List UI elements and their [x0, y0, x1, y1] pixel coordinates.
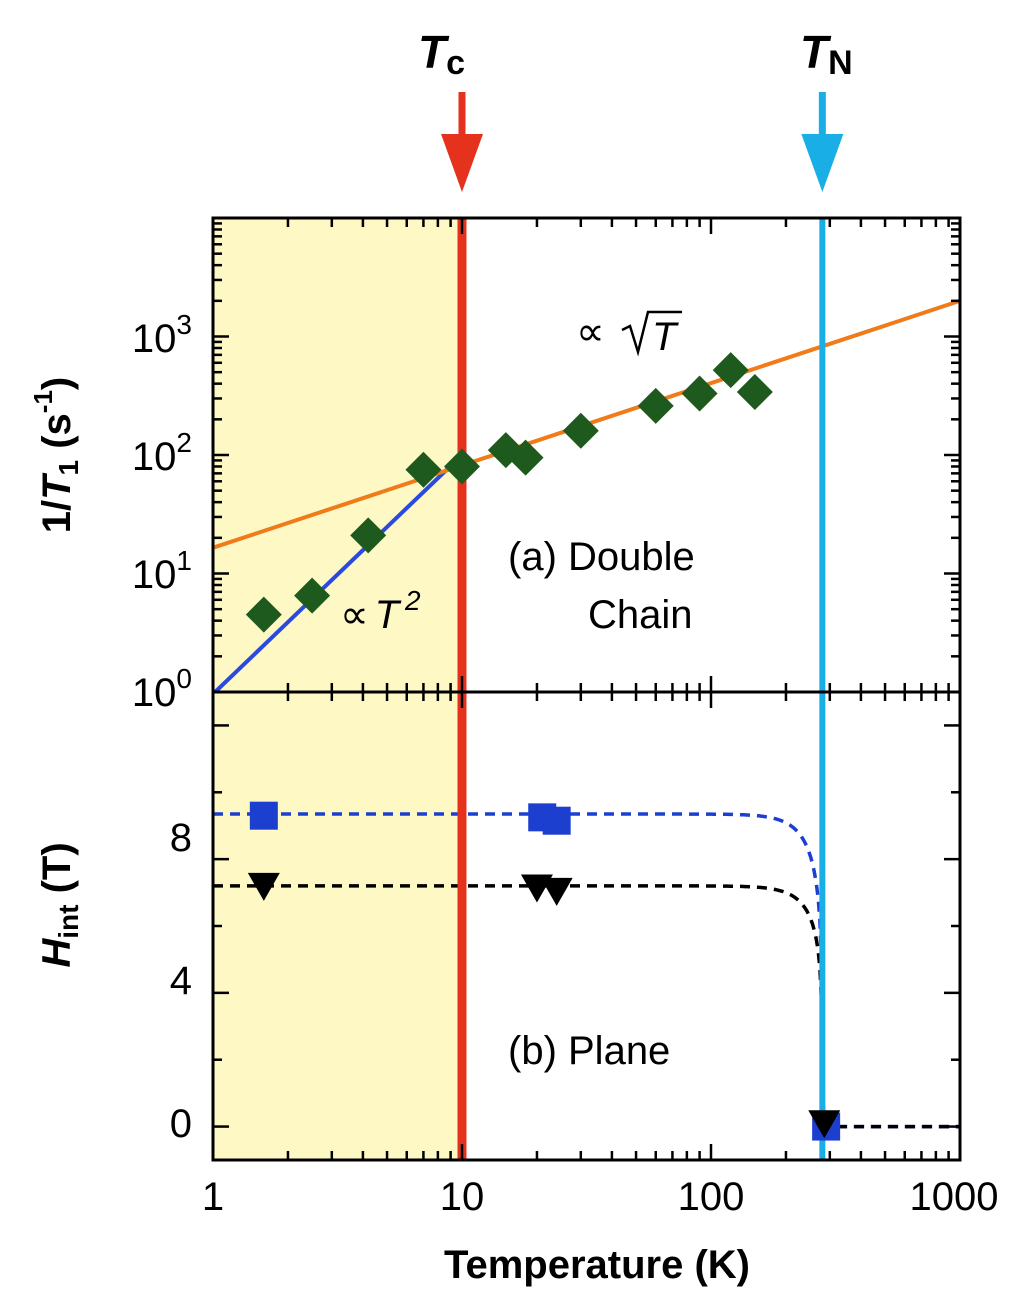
- sqrt-t-symbol: T: [652, 315, 679, 359]
- data-point-diamond: [294, 577, 331, 614]
- y-tick-label-a-2: 102: [132, 427, 192, 479]
- fit-line-0: [213, 453, 464, 692]
- x-axis-title: Temperature (K): [444, 1243, 750, 1287]
- data-point-square: [542, 806, 571, 835]
- data-point-diamond: [562, 412, 599, 449]
- data-point-diamond: [637, 387, 674, 424]
- panel-a-label-line2: Chain: [588, 593, 693, 637]
- panel-a-y-tick-labels: 100 101 102 103: [132, 309, 192, 715]
- data-point-triangle: [247, 872, 280, 901]
- x-tick-label-1000: 1000: [910, 1175, 999, 1219]
- panel-a-data-points: [245, 352, 773, 633]
- y-tick-label-a-1: 101: [132, 545, 192, 597]
- data-point-diamond: [736, 374, 773, 411]
- transition-arrow-head-1: [801, 134, 844, 192]
- data-point-diamond: [487, 432, 524, 469]
- tn-label: TN: [800, 26, 853, 82]
- panel-b-fit-curves: [213, 812, 960, 1129]
- y-tick-label-a-3: 103: [132, 309, 192, 361]
- panel-b-y-axis-title: Hint (T): [35, 842, 84, 967]
- x-tick-labels: 1 10 100 1000: [202, 1175, 999, 1219]
- axis-ticks: [211, 218, 960, 1160]
- data-point-square: [249, 801, 278, 830]
- data-point-diamond: [712, 352, 749, 389]
- transition-arrow-head-0: [441, 134, 483, 192]
- fit-curve-0: [213, 812, 960, 1129]
- sqrt-t-prop-symbol: ∝: [576, 310, 605, 354]
- data-point-diamond: [507, 439, 544, 476]
- y-tick-label-a-0: 100: [132, 663, 192, 715]
- transition-lines: [457, 218, 826, 1160]
- y-tick-label-b-4: 4: [170, 959, 192, 1003]
- data-point-diamond: [245, 596, 282, 633]
- data-point-triangle: [808, 1110, 841, 1139]
- panel-a-y-axis-title: 1/T1 (s-1): [28, 377, 84, 534]
- tc-label: Tc: [418, 26, 465, 82]
- y-tick-label-b-8: 8: [170, 816, 192, 860]
- panel-b-data-points: [247, 801, 841, 1141]
- data-point-diamond: [444, 448, 480, 485]
- t-squared-annotation: ∝ T 2: [340, 585, 421, 637]
- x-tick-label-100: 100: [678, 1175, 745, 1219]
- sqrt-t-annotation: ∝ T: [576, 310, 682, 359]
- x-tick-label-1: 1: [202, 1175, 224, 1219]
- transition-arrows: [441, 92, 844, 192]
- data-point-diamond: [681, 375, 718, 412]
- panel-a-label-line1: (a) Double: [508, 535, 695, 579]
- data-point-diamond: [350, 517, 387, 554]
- panel-b-y-tick-labels: 0 4 8: [170, 816, 192, 1146]
- x-tick-label-10: 10: [440, 1175, 485, 1219]
- superconducting-region-shading: [213, 218, 462, 1160]
- y-tick-label-b-0: 0: [170, 1102, 192, 1146]
- data-point-diamond: [405, 451, 442, 488]
- data-point-triangle: [540, 877, 573, 906]
- sqrt-radical-sign: [621, 310, 682, 357]
- panel-b-label: (b) Plane: [508, 1029, 670, 1073]
- fit-curve-1: [213, 884, 960, 1129]
